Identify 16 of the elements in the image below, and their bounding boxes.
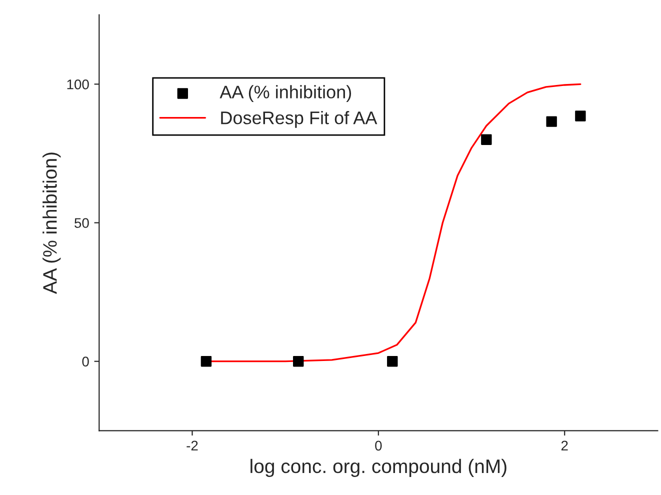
x-tick-label: 0 [375,440,382,451]
x-tick-label: -2 [186,440,198,450]
y-tick-label: 50 [74,218,89,228]
y-tick-label: 100 [67,79,89,90]
point [546,116,557,127]
x-tick-label: 2 [561,440,568,450]
x-axis-title: log conc. org. compound (nM) [250,458,506,477]
point [575,110,586,122]
point [293,356,304,367]
point [200,356,212,367]
legend-label: DoseResp Fit of AA [221,111,378,128]
legend-label: AA (% inhibition) [220,85,352,102]
point [481,134,492,145]
y-tick-label: 0 [82,356,89,367]
y-axis-title: AA (% inhibition) [42,152,61,294]
point [387,356,398,367]
